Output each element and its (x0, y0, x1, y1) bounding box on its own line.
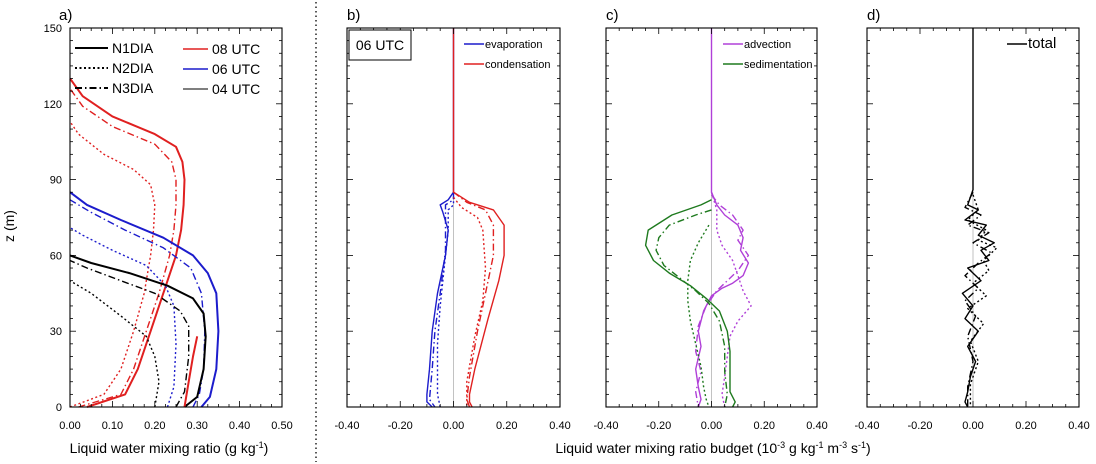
series-line (964, 191, 993, 407)
legend-label: 08 UTC (212, 41, 260, 57)
x-tick-label: 0.00 (962, 420, 983, 432)
x-tick-label: 0.20 (754, 420, 775, 432)
x-tick-label: 0.50 (271, 420, 292, 432)
series-line (69, 191, 220, 408)
y-tick-label: 150 (44, 23, 62, 35)
x-axis-label-left: Liquid water mixing ratio (g kg-1) (70, 440, 269, 456)
x-tick-label: 0.20 (144, 420, 165, 432)
series-line (436, 192, 455, 408)
series-line (710, 191, 752, 408)
x-tick-label: -0.20 (907, 420, 932, 432)
series-line (69, 259, 190, 408)
x-tick-label: -0.40 (854, 420, 879, 432)
x-tick-label: 0.20 (1015, 420, 1036, 432)
time-label: 06 UTC (356, 37, 404, 53)
x-tick-label: 0.40 (549, 420, 570, 432)
legend-label: 06 UTC (212, 61, 260, 77)
series-line (961, 28, 995, 408)
panel-label: a) (59, 7, 72, 24)
legend-label: condensation (485, 59, 550, 71)
legend-label: N3DIA (112, 80, 154, 96)
panel-label: c) (606, 7, 619, 24)
panel-label: b) (347, 7, 360, 24)
panel-label: d) (867, 7, 880, 24)
x-tick-label: 0.00 (59, 420, 80, 432)
series-line (69, 226, 177, 408)
y-tick-label: 120 (44, 99, 62, 111)
x-tick-label: 0.40 (806, 420, 827, 432)
legend-label: evaporation (485, 39, 543, 51)
series-line (644, 199, 736, 408)
series-line (453, 191, 495, 408)
y-tick-label: 90 (50, 175, 62, 187)
series-line (687, 224, 710, 408)
series-line (69, 254, 207, 408)
series-line (69, 199, 206, 408)
series-line (69, 77, 186, 408)
y-axis-label: z (m) (1, 210, 17, 242)
legend-label: N2DIA (112, 60, 154, 76)
y-tick-label: 60 (50, 250, 62, 262)
series-line (69, 88, 177, 408)
x-tick-label: 0.10 (102, 420, 123, 432)
legend-label: 04 UTC (212, 81, 260, 97)
series-line (426, 28, 455, 408)
series-line (452, 196, 487, 407)
series-line (695, 194, 750, 408)
y-tick-label: 30 (50, 326, 62, 338)
x-tick-label: 0.00 (701, 420, 722, 432)
series-line (69, 280, 160, 408)
legend-label: total (1028, 35, 1056, 52)
x-tick-label: 0.00 (443, 420, 464, 432)
x-tick-label: -0.40 (593, 420, 618, 432)
x-tick-label: -0.20 (388, 420, 413, 432)
legend-label: advection (744, 39, 791, 51)
time-label-box (348, 29, 412, 61)
legend-label: sedimentation (744, 59, 813, 71)
x-tick-label: 0.40 (1068, 420, 1089, 432)
series-line (967, 194, 998, 407)
series-line (452, 28, 505, 408)
x-tick-label: 0.20 (496, 420, 517, 432)
x-tick-label: 0.30 (186, 420, 207, 432)
x-tick-label: 0.40 (229, 420, 250, 432)
series-line (428, 192, 455, 408)
series-line (69, 121, 156, 408)
x-tick-label: -0.40 (334, 420, 359, 432)
legend-label: N1DIA (112, 40, 154, 56)
series-line (695, 28, 750, 408)
x-tick-label: -0.20 (646, 420, 671, 432)
x-axis-label-right: Liquid water mixing ratio budget (10-3 g… (555, 440, 870, 456)
series-line (183, 336, 199, 408)
y-tick-label: 0 (56, 402, 62, 414)
